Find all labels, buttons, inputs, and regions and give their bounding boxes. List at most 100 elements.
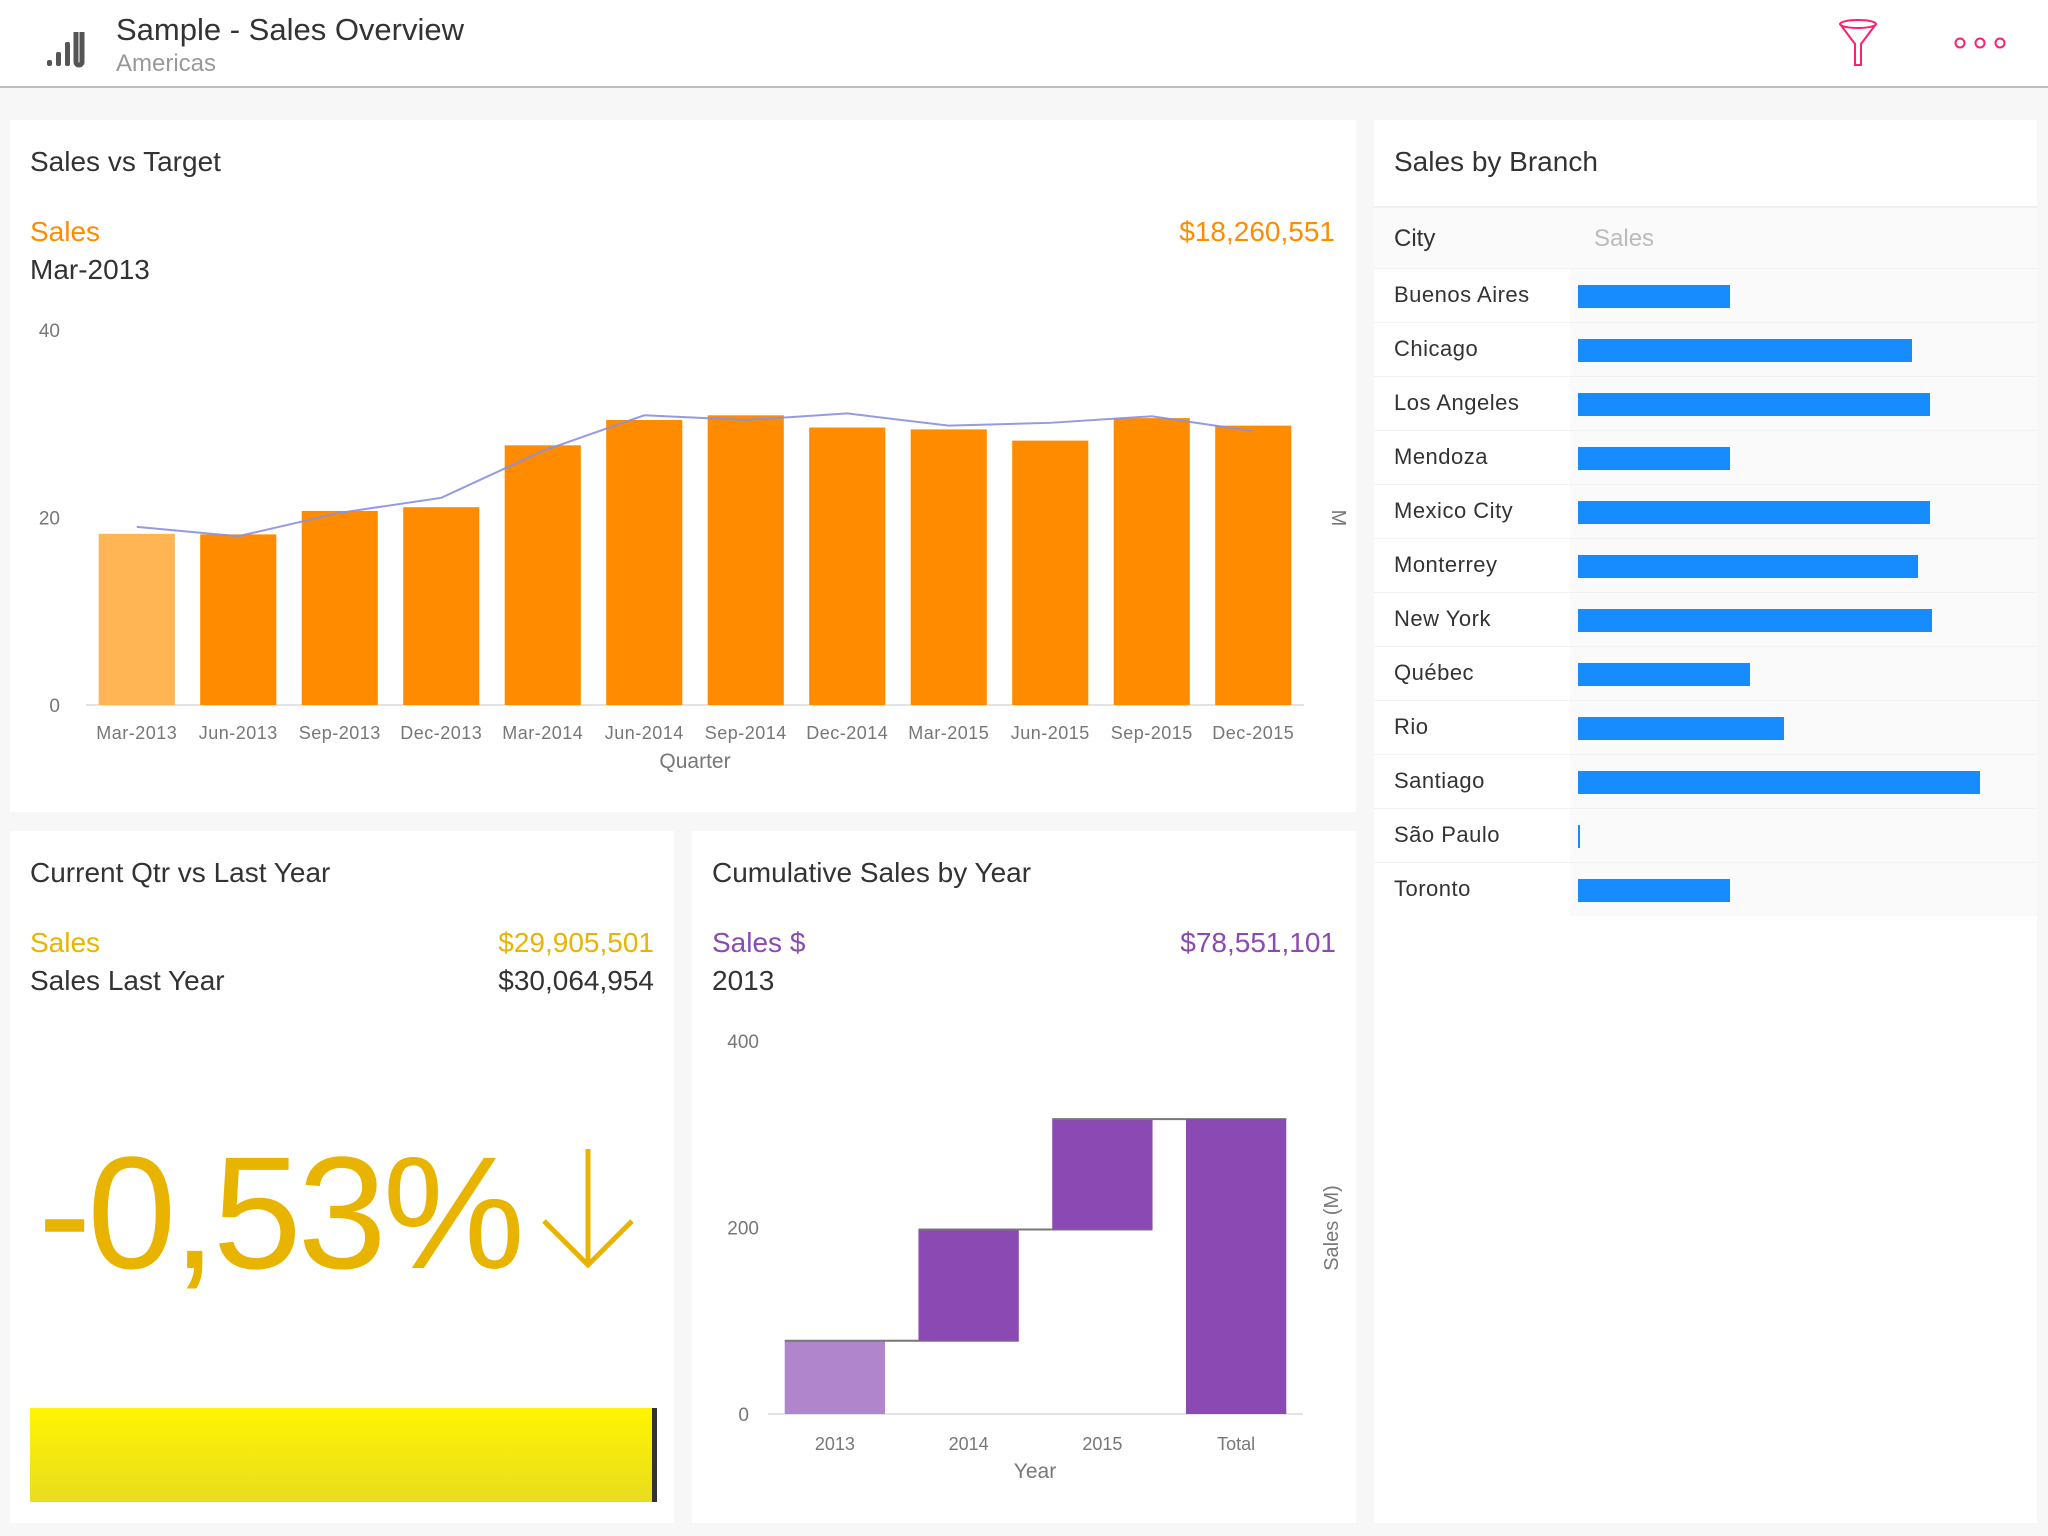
sales-bar[interactable]: [1578, 393, 1931, 416]
x-tick-label: Dec-2014: [806, 723, 888, 743]
x-tick-label: Dec-2015: [1212, 723, 1294, 743]
bar-sep-2015[interactable]: [1113, 418, 1190, 705]
bar-chart-icon: [47, 32, 85, 68]
table-row[interactable]: Mexico City: [1374, 484, 2037, 538]
compare-value: $30,064,954: [498, 965, 654, 996]
bar-sep-2013[interactable]: [301, 510, 378, 705]
x-tick-label: Mar-2015: [908, 723, 989, 743]
measure-label: Sales $: [712, 927, 806, 958]
x-tick-label: Dec-2013: [400, 723, 482, 743]
table-row[interactable]: Toronto: [1374, 862, 2037, 916]
x-axis-title: Quarter: [659, 750, 730, 773]
city-name: Los Angeles: [1394, 390, 1520, 415]
more-icon[interactable]: [1950, 30, 2010, 56]
x-tick-label: 2013: [815, 1434, 855, 1454]
sales-bar[interactable]: [1578, 447, 1730, 470]
city-name: Toronto: [1394, 876, 1471, 901]
sales-by-branch-panel: Sales by Branch City Sales Buenos Aires C…: [1374, 120, 2037, 1523]
table-row[interactable]: Buenos Aires: [1374, 268, 2037, 322]
table-row[interactable]: Chicago: [1374, 322, 2037, 376]
x-tick-label: Mar-2014: [502, 723, 583, 743]
filter-icon[interactable]: [1837, 18, 1879, 68]
app-header: Sample - Sales Overview Americas: [0, 0, 2048, 88]
sales-bar[interactable]: [1578, 285, 1730, 308]
bar-2013[interactable]: [784, 1340, 886, 1414]
sales-bar[interactable]: [1578, 825, 1580, 848]
panel-title: Sales vs Target: [30, 146, 221, 177]
cumulative-sales-chart[interactable]: 0 200 400 2013 2014 2015 Total Year Sales (M): [692, 831, 1356, 1523]
measure-value: $29,905,501: [498, 927, 654, 958]
x-axis-title: Year: [1014, 1460, 1056, 1483]
sales-bar[interactable]: [1578, 555, 1919, 578]
sales-bar[interactable]: [1578, 717, 1784, 740]
bar-dec-2014[interactable]: [809, 427, 886, 706]
bar-2015[interactable]: [1052, 1119, 1153, 1230]
y-tick-label: 200: [727, 1219, 759, 1240]
table-row[interactable]: São Paulo: [1374, 808, 2037, 862]
dashboard-subtitle: Americas: [116, 50, 217, 77]
arrow-down-icon: [542, 1149, 634, 1269]
bar-2014[interactable]: [918, 1229, 1019, 1341]
table-row[interactable]: Santiago: [1374, 754, 2037, 808]
city-name: São Paulo: [1394, 822, 1501, 847]
bar-jun-2013[interactable]: [200, 534, 277, 705]
bar-jun-2014[interactable]: [606, 420, 683, 705]
bar-sep-2014[interactable]: [707, 415, 784, 705]
bar-dec-2015[interactable]: [1215, 425, 1292, 705]
bar-total[interactable]: [1185, 1119, 1287, 1414]
table-header: City Sales: [1374, 206, 2037, 268]
city-name: New York: [1394, 606, 1491, 631]
column-header-city[interactable]: City: [1394, 225, 1436, 252]
sales-bar[interactable]: [1578, 501, 1931, 524]
compare-label: Sales Last Year: [30, 965, 225, 996]
city-name: Buenos Aires: [1394, 282, 1530, 307]
x-tick-label: Jun-2014: [605, 723, 684, 743]
sales-bar[interactable]: [1578, 771, 1980, 794]
sales-bar[interactable]: [1578, 609, 1933, 632]
measure-value: $18,260,551: [1179, 216, 1335, 247]
y-axis-title: Sales (M): [1321, 1185, 1343, 1271]
x-tick-label: Sep-2015: [1111, 723, 1193, 743]
branch-table: Buenos Aires Chicago Los Angeles Mendoza Mex…: [1374, 268, 2037, 916]
table-row[interactable]: New York: [1374, 592, 2037, 646]
column-header-sales[interactable]: Sales: [1594, 225, 1655, 252]
city-name: Monterrey: [1394, 552, 1498, 577]
change-percent: -0,53%: [38, 1123, 525, 1302]
period-label: Mar-2013: [30, 254, 150, 285]
progress-fill: [30, 1408, 654, 1502]
table-row[interactable]: Québec: [1374, 646, 2037, 700]
sales-bar[interactable]: [1578, 879, 1730, 902]
table-row[interactable]: Rio: [1374, 700, 2037, 754]
bar-jun-2015[interactable]: [1012, 440, 1089, 705]
sales-bar[interactable]: [1578, 663, 1751, 686]
progress-bar: [30, 1408, 657, 1502]
bar-mar-2014[interactable]: [504, 445, 581, 705]
y-tick-label: 0: [738, 1405, 749, 1426]
sales-bar[interactable]: [1578, 339, 1913, 362]
dashboard-title: Sample - Sales Overview: [116, 12, 465, 47]
table-row[interactable]: Monterrey: [1374, 538, 2037, 592]
measure-label: Sales: [30, 927, 101, 958]
target-line: [136, 412, 1254, 538]
city-name: Chicago: [1394, 336, 1479, 361]
bar-mar-2013[interactable]: [98, 533, 175, 705]
panel-title: Cumulative Sales by Year: [712, 857, 1032, 888]
current-qtr-panel: Current Qtr vs Last Year Sales $29,905,5…: [10, 831, 674, 1523]
table-row[interactable]: Los Angeles: [1374, 376, 2037, 430]
city-name: Rio: [1394, 714, 1429, 739]
sales-vs-target-chart[interactable]: 0 20 40 Mar-2013 Jun-2013 Sep-2013 Dec-2013 Mar…: [10, 120, 1356, 812]
y-tick-label: 400: [727, 1032, 759, 1053]
table-row[interactable]: Mendoza: [1374, 430, 2037, 484]
city-name: Santiago: [1394, 768, 1485, 793]
x-tick-label: Mar-2013: [96, 723, 177, 743]
x-tick-label: Sep-2013: [299, 723, 381, 743]
x-tick-label: Jun-2015: [1011, 723, 1090, 743]
y-axis-title: M: [1327, 510, 1349, 527]
bar-mar-2015[interactable]: [910, 429, 987, 705]
y-tick-label: 40: [39, 321, 60, 342]
target-marker: [652, 1408, 657, 1502]
y-tick-label: 20: [39, 509, 60, 530]
panel-title: Sales by Branch: [1394, 146, 1598, 177]
sales-vs-target-panel: Sales vs Target Sales Mar-2013 $18,260,5…: [10, 120, 1356, 812]
bar-dec-2013[interactable]: [403, 507, 480, 705]
